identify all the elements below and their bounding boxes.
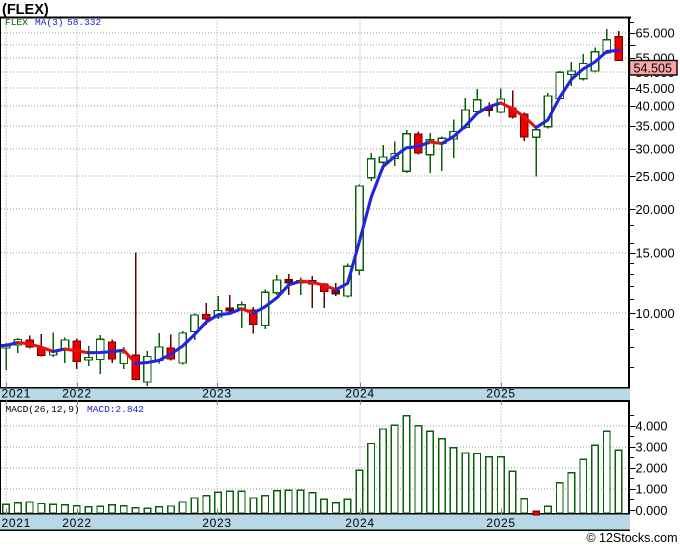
svg-text:2023: 2023 (202, 387, 232, 401)
svg-text:2023: 2023 (202, 516, 232, 530)
svg-text:2022: 2022 (62, 516, 92, 530)
svg-text:20.000: 20.000 (636, 202, 675, 217)
svg-text:0.000: 0.000 (636, 503, 668, 518)
svg-text:10.000: 10.000 (636, 306, 675, 321)
svg-text:4.000: 4.000 (636, 418, 668, 433)
svg-text:2025: 2025 (486, 387, 516, 401)
svg-text:40.000: 40.000 (636, 98, 675, 113)
svg-text:35.000: 35.000 (636, 118, 675, 133)
svg-text:2025: 2025 (486, 516, 516, 530)
svg-text:1.000: 1.000 (636, 482, 668, 497)
svg-text:54.505: 54.505 (634, 62, 673, 76)
svg-text:2.000: 2.000 (636, 461, 668, 476)
svg-text:2021: 2021 (2, 387, 32, 401)
svg-text:(FLEX): (FLEX) (2, 2, 49, 18)
svg-text:MACD(26,12,9): MACD(26,12,9) (6, 404, 80, 415)
svg-text:2024: 2024 (345, 387, 375, 401)
svg-text:© 12Stocks.com: © 12Stocks.com (586, 531, 677, 545)
svg-text:2022: 2022 (62, 387, 92, 401)
svg-text:15.000: 15.000 (636, 245, 675, 260)
svg-text:25.000: 25.000 (636, 169, 675, 184)
svg-text:MACD:2.842: MACD:2.842 (87, 404, 144, 415)
svg-text:2024: 2024 (345, 516, 375, 530)
svg-text:3.000: 3.000 (636, 440, 668, 455)
svg-text:2021: 2021 (2, 516, 32, 530)
svg-text:30.000: 30.000 (636, 142, 675, 157)
svg-text:65.000: 65.000 (636, 26, 675, 41)
svg-text:45.000: 45.000 (636, 81, 675, 96)
